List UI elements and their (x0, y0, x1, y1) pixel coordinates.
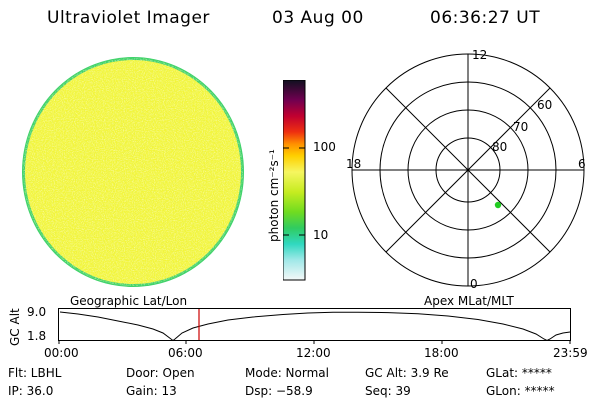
timeline-xtick-0600: 06:00 (168, 346, 203, 360)
glat-value: GLat: ***** (486, 366, 552, 380)
colorbar-unit-label: photon cm⁻²s⁻¹ (267, 149, 281, 242)
colorbar-tick-100: 100 (313, 140, 336, 154)
timeline-xtick-0000: 00:00 (44, 346, 79, 360)
timeline-left-title: Geographic Lat/Lon (70, 294, 188, 308)
mlt-label-0: 0 (470, 277, 478, 291)
uv-earth-image (22, 57, 244, 287)
door-status: Door: Open (126, 366, 195, 380)
dsp-value: Dsp: −58.9 (245, 384, 313, 398)
polar-mlt-plot (351, 53, 585, 287)
gc-alt-value: GC Alt: 3.9 Re (365, 366, 449, 380)
timeline-xtick-1200: 12:00 (296, 346, 331, 360)
timeline-xtick-1800: 18:00 (424, 346, 459, 360)
mode-value: Mode: Normal (245, 366, 329, 380)
glon-value: GLon: ***** (486, 384, 555, 398)
gain-value: Gain: 13 (126, 384, 177, 398)
orbit-altitude-timeline (58, 308, 571, 344)
color-scale-bar (283, 80, 306, 281)
timeline-ytick-1-8: 1.8 (27, 329, 47, 343)
timeline-right-title: Apex MLat/MLT (424, 294, 514, 308)
ip-value: IP: 36.0 (8, 384, 54, 398)
filter-value: Flt: LBHL (8, 366, 62, 380)
timeline-xtick-2359: 23:59 (553, 346, 588, 360)
lat-label-70: 70 (513, 120, 529, 134)
observation-time: 06:36:27 UT (430, 8, 541, 28)
lat-label-80: 80 (492, 140, 508, 154)
mlt-label-12: 12 (472, 48, 488, 62)
mlt-label-6: 6 (578, 157, 586, 171)
mlt-label-18: 18 (346, 157, 362, 171)
observation-date: 03 Aug 00 (272, 8, 364, 28)
seq-value: Seq: 39 (365, 384, 411, 398)
timeline-ytick-9: 9.0 (27, 305, 47, 319)
app-title: Ultraviolet Imager (47, 8, 210, 28)
colorbar-tick-10: 10 (313, 228, 329, 242)
timeline-axis-label: GC Alt (8, 308, 22, 346)
lat-label-60: 60 (537, 98, 553, 112)
satellite-footprint-marker (494, 201, 502, 209)
